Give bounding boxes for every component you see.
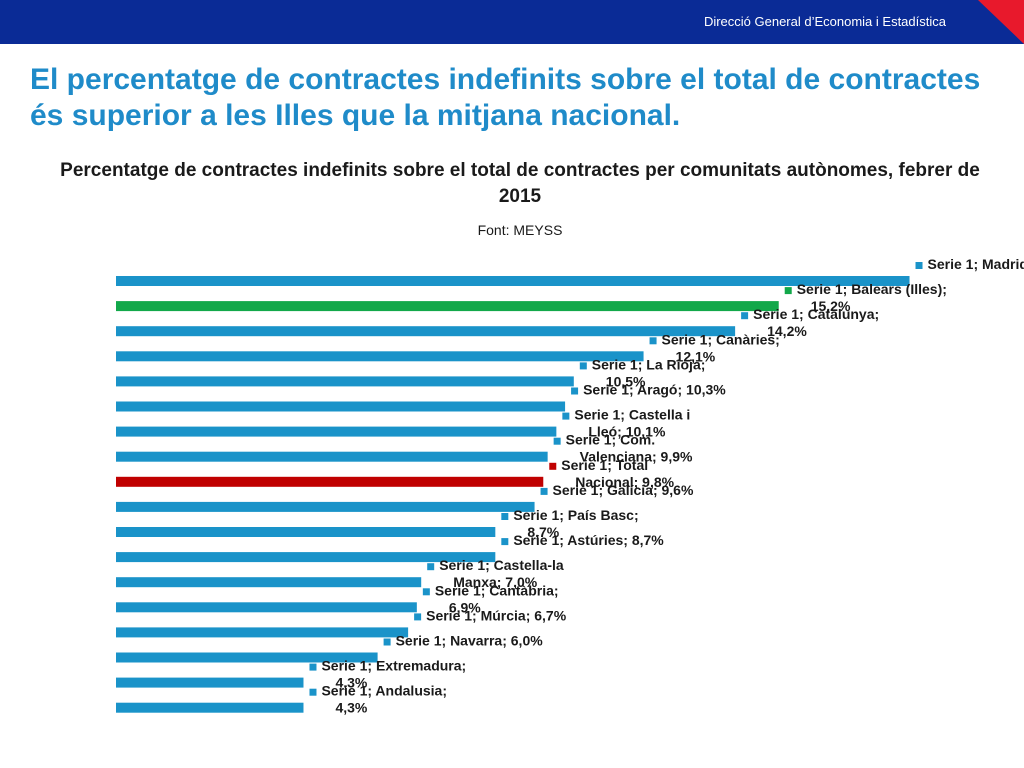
data-label: Serie 1; Extremadura; 4,3% xyxy=(321,658,466,691)
chart-title: Percentatge de contractes indefinits sob… xyxy=(60,160,980,207)
data-label: Serie 1; Total Nacional; 9,8% xyxy=(561,457,674,490)
data-label-line: 6,9% xyxy=(449,599,481,615)
data-label-line: Valenciana; 9,9% xyxy=(580,449,693,465)
data-label: Serie 1; Aragó; 10,3% xyxy=(583,382,726,398)
data-label-line: Serie 1; Madrid; 18,2% xyxy=(928,256,1024,272)
data-label-line: Serie 1; Castella i xyxy=(574,407,690,423)
bar-madrid xyxy=(116,276,910,286)
data-label: Serie 1; Navarra; 6,0% xyxy=(396,633,544,649)
data-label: Serie 1; Com. Valenciana; 9,9% xyxy=(566,432,693,465)
bar-castella-i-lle- xyxy=(116,426,557,437)
label-marker xyxy=(549,462,557,470)
bar-la-rioja xyxy=(116,376,574,387)
data-label-line: Serie 1; Canàries; xyxy=(662,331,780,347)
data-label-line: Nacional; 9,8% xyxy=(575,474,674,490)
bar-m-rcia xyxy=(116,627,409,638)
bar-balears-illes- xyxy=(116,301,779,312)
data-label: Serie 1; Castella i Lleó; 10,1% xyxy=(574,407,690,440)
data-label: Serie 1; Cantàbria; 6,9% xyxy=(435,582,559,615)
label-marker xyxy=(422,588,430,596)
data-label-line: Serie 1; Galícia; 9,6% xyxy=(553,482,694,498)
bar-catalunya xyxy=(116,326,736,337)
chart-source: Font: MEYSS xyxy=(477,222,563,238)
data-label-line: 10,5% xyxy=(606,373,646,389)
label-marker xyxy=(571,387,579,395)
slide-headline: El percentatge de contractes indefinits … xyxy=(30,63,981,132)
label-marker xyxy=(540,487,548,495)
bar-castella-la-manxa xyxy=(116,577,422,588)
bar-total-nacional xyxy=(116,476,544,487)
flag-accent xyxy=(978,0,1024,44)
label-marker xyxy=(579,362,587,370)
label-marker xyxy=(383,638,391,646)
label-marker xyxy=(427,563,435,571)
data-label-line: Serie 1; Com. xyxy=(566,432,655,448)
data-label-line: 4,3% xyxy=(335,700,367,716)
data-label-line: Serie 1; Extremadura; xyxy=(321,658,466,674)
data-label-line: 14,2% xyxy=(767,323,807,339)
data-label: Serie 1; País Basc; 8,7% xyxy=(513,507,638,540)
data-label-line: Serie 1; Andalusia; xyxy=(321,683,447,699)
data-label-line: Serie 1; Cantàbria; xyxy=(435,582,559,598)
data-label-line: Manxa; 7,0% xyxy=(453,574,538,590)
bar-ast-ries xyxy=(116,552,496,563)
label-marker xyxy=(784,287,792,295)
bar-gal-cia xyxy=(116,501,535,512)
data-label-line: Serie 1; Aragó; 10,3% xyxy=(583,382,726,398)
data-label-line: Serie 1; Navarra; 6,0% xyxy=(396,633,544,649)
label-marker xyxy=(309,688,317,696)
label-marker xyxy=(501,538,509,546)
data-label: Serie 1; La Rioja; 10,5% xyxy=(592,356,706,389)
data-label: Serie 1; Castella-la Manxa; 7,0% xyxy=(439,557,564,590)
data-label-line: 4,3% xyxy=(335,675,367,691)
label-marker xyxy=(414,613,422,621)
data-label-line: Serie 1; País Basc; xyxy=(513,507,638,523)
bar-pa-s-basc xyxy=(116,527,496,537)
data-label: Serie 1; Madrid; 18,2% xyxy=(928,256,1024,272)
header-bar: Direcció General d’Economia i Estadístic… xyxy=(0,0,1024,44)
data-label-line: Serie 1; Balears (Illes); xyxy=(797,281,947,297)
label-marker xyxy=(649,337,657,345)
organization-name: Direcció General d’Economia i Estadístic… xyxy=(703,14,946,29)
data-label-line: Serie 1; Catalunya; xyxy=(753,306,879,322)
bar-cant-bria xyxy=(116,602,417,613)
data-label-line: Serie 1; Castella-la xyxy=(439,557,564,573)
bar-navarra xyxy=(116,652,378,663)
label-marker xyxy=(309,663,317,671)
data-label-line: Serie 1; Total xyxy=(561,457,648,473)
bar-com-valenciana xyxy=(116,451,548,462)
data-label-line: Serie 1; La Rioja; xyxy=(592,356,706,372)
data-label: Serie 1; Astúries; 8,7% xyxy=(513,532,664,548)
data-label: Serie 1; Balears (Illes); 15,2% xyxy=(797,281,947,314)
data-label: Serie 1; Galícia; 9,6% xyxy=(553,482,694,498)
data-label: Serie 1; Andalusia; 4,3% xyxy=(321,683,447,716)
label-marker xyxy=(562,412,570,420)
data-label: Serie 1; Catalunya; 14,2% xyxy=(753,306,879,339)
data-label: Serie 1; Múrcia; 6,7% xyxy=(426,607,567,623)
data-label-line: 8,7% xyxy=(527,524,559,540)
data-label-line: Lleó; 10,1% xyxy=(588,424,666,440)
data-label-line: Serie 1; Astúries; 8,7% xyxy=(513,532,664,548)
label-marker xyxy=(553,437,561,445)
bar-can-ries xyxy=(116,351,644,362)
bar-extremadura xyxy=(116,677,304,688)
bar-arag- xyxy=(116,401,566,412)
data-label-line: 12,1% xyxy=(676,348,716,364)
data-label-line: Serie 1; Múrcia; 6,7% xyxy=(426,607,567,623)
bar-andalusia xyxy=(116,702,304,713)
data-label: Serie 1; Canàries; 12,1% xyxy=(662,331,780,364)
label-marker xyxy=(501,513,509,520)
label-marker xyxy=(915,262,923,269)
label-marker xyxy=(741,312,749,320)
data-label-line: 15,2% xyxy=(811,298,851,314)
